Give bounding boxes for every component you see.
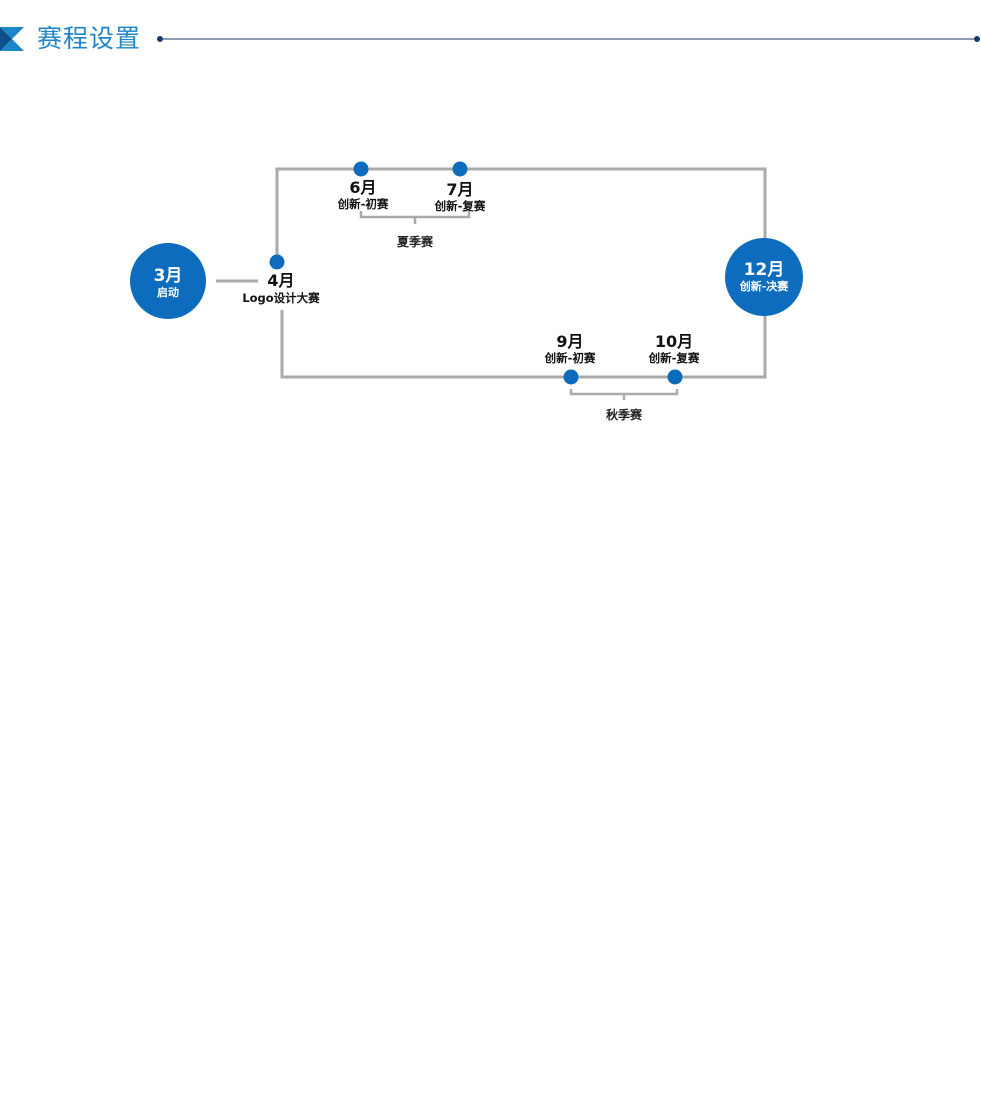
autumn-event-label: 创新-复赛: [648, 351, 700, 365]
autumn-event-node: [667, 369, 683, 385]
start-circle: [130, 243, 206, 319]
section-title: 赛程设置: [37, 24, 142, 53]
summer-event-month: 7月: [446, 180, 473, 199]
start-milestone: 3月 启动: [130, 243, 206, 319]
timeline-top-path: [275, 167, 767, 262]
autumn-events: 9月 创新-初赛 10月 创新-复赛 秋季赛: [544, 332, 700, 422]
summer-event-month: 6月: [349, 178, 376, 197]
start-label: 启动: [157, 285, 179, 299]
logo-node: [269, 254, 285, 270]
final-milestone: 12月 创新-决赛: [725, 238, 803, 316]
summer-event-node: [353, 161, 369, 177]
timeline-path: [216, 167, 767, 379]
timeline-bottom-path: [280, 310, 767, 379]
summer-event-label: 创新-复赛: [434, 199, 486, 213]
start-month: 3月: [154, 266, 183, 286]
logo-month: 4月: [267, 271, 294, 290]
logo-milestone: 4月 Logo设计大赛: [242, 254, 320, 305]
summer-season-label: 夏季赛: [397, 234, 434, 249]
autumn-event-month: 9月: [556, 332, 583, 351]
summer-events: 6月 创新-初赛 7月 创新-复赛 夏季赛: [337, 161, 486, 249]
autumn-event-node: [563, 369, 579, 385]
logo-label: Logo设计大赛: [242, 291, 320, 305]
final-label: 创新-决赛: [739, 279, 790, 293]
section-header: 赛程设置: [0, 0, 981, 80]
autumn-event-month: 10月: [655, 332, 693, 351]
header-divider: [157, 36, 980, 42]
autumn-bracket: [569, 389, 679, 396]
chevron-logo-icon: [0, 27, 24, 51]
final-circle: [725, 238, 803, 316]
autumn-season-label: 秋季赛: [606, 407, 643, 422]
summer-event-node: [452, 161, 468, 177]
summer-event-label: 创新-初赛: [337, 197, 389, 211]
autumn-event-label: 创新-初赛: [544, 351, 596, 365]
final-month: 12月: [744, 260, 785, 280]
